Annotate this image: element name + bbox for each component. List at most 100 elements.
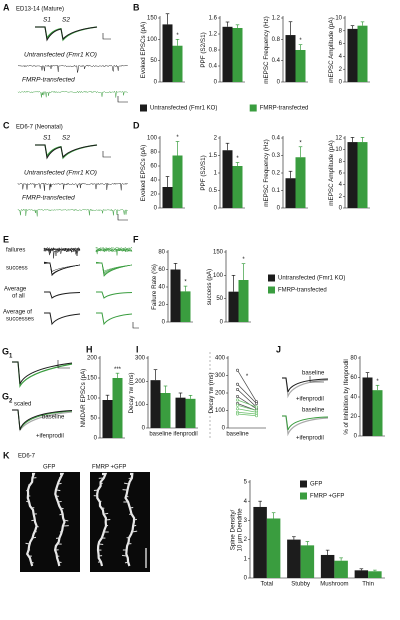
trace-label: FMRP-transfected: [22, 195, 75, 202]
y-axis-label: Decay τw (ms): [208, 373, 215, 414]
spine: [58, 482, 62, 485]
point: [236, 403, 240, 407]
trace-label: baseline: [42, 415, 65, 421]
y-tick-label: 10: [335, 147, 342, 153]
spine: [56, 489, 61, 492]
trace: [17, 64, 128, 73]
y-tick-label: 40: [158, 285, 165, 291]
panel-letter: C: [3, 120, 10, 130]
significance: *: [246, 374, 249, 380]
panel-letter-index: 1: [9, 354, 13, 360]
y-axis-label: Evoked EPSCs (pA): [140, 22, 147, 79]
bar: [368, 571, 382, 578]
y-tick-label: 0: [354, 434, 358, 440]
spine: [104, 512, 109, 515]
y-tick-label: 5: [244, 480, 248, 486]
spine: [31, 519, 36, 522]
y-axis-label: mEPSC Frequency (Hz): [263, 16, 270, 84]
y-tick-label: 0.4: [272, 58, 281, 64]
bar: [150, 380, 161, 428]
spine: [105, 518, 111, 521]
bar: [102, 400, 113, 438]
bar: [112, 378, 123, 438]
trace: [96, 291, 133, 299]
spine: [132, 530, 138, 533]
spine: [28, 483, 31, 486]
panel-letter-index: 2: [9, 399, 13, 405]
y-tick-label: 1.2: [272, 16, 281, 22]
bar: [172, 155, 183, 208]
spine: [124, 561, 129, 564]
legend-label: Untransfected (Fmr1 KO): [150, 106, 217, 112]
y-tick-label: 4: [339, 54, 343, 60]
y-tick-label: 8: [339, 159, 343, 165]
significance: *: [236, 156, 239, 162]
bar: [180, 291, 191, 322]
y-tick-label: 80: [350, 356, 357, 362]
y-tick-label: 6: [339, 41, 343, 47]
significance: *: [376, 379, 379, 385]
bar: [175, 397, 186, 428]
bar: [162, 24, 173, 82]
spine: [99, 500, 102, 503]
panel-letter: F: [133, 234, 139, 244]
y-tick-label: 1: [244, 556, 248, 562]
y-tick-label: 0: [244, 576, 248, 582]
y-axis-label: Evoked EPSCs (pA): [140, 145, 147, 202]
y-tick-label: 2: [339, 194, 343, 200]
trace: [43, 261, 81, 276]
series-line: [237, 413, 257, 417]
y-tick-label: 1: [214, 171, 218, 177]
panel-letter: H: [86, 344, 93, 354]
y-axis-label: mEPSC Amplitude (pA): [328, 17, 335, 82]
trace: [17, 208, 128, 217]
trace: [35, 26, 98, 42]
significance: *: [176, 135, 179, 141]
significance: *: [184, 280, 187, 286]
trace-label: Average of: [3, 310, 32, 316]
y-tick-label: 150: [87, 376, 98, 382]
y-tick-label: 0: [339, 80, 343, 86]
y-tick-label: 2: [339, 67, 343, 73]
trace-label: FMRP-transfected: [22, 77, 75, 84]
x-tick-label: ifenprodil: [173, 432, 197, 438]
panel-letter: E: [3, 234, 9, 244]
trace-label: of all: [12, 294, 25, 300]
y-axis-label: mEPSC Frequency (Hz): [263, 139, 270, 207]
x-tick-label: baseline: [149, 432, 172, 438]
y-axis-label: 10 µm Dendrite: [236, 508, 243, 552]
trace: [282, 415, 329, 437]
x-tick-label: baseline: [226, 432, 249, 438]
y-tick-label: 0: [162, 320, 166, 326]
panel-letter: G: [2, 391, 9, 401]
trace: [95, 246, 133, 250]
y-tick-label: 0: [214, 80, 218, 86]
y-tick-label: 400: [215, 356, 226, 362]
y-tick-label: 2: [214, 136, 218, 142]
scale-bar: [309, 376, 324, 383]
scale-bar: [117, 96, 128, 103]
bar: [162, 187, 173, 208]
panel-title: ED6-7 (Neonatal): [16, 125, 63, 131]
dendrite: [124, 472, 136, 567]
panel-letter: D: [133, 120, 140, 130]
y-tick-label: 0.3: [272, 153, 281, 159]
trace: [95, 248, 133, 252]
trace-label: +ifenprodil: [296, 397, 324, 403]
y-tick-label: 0.2: [272, 171, 281, 177]
legend-swatch: [268, 286, 275, 294]
y-tick-label: 200: [135, 379, 146, 385]
trace: [44, 291, 81, 299]
significance: *: [242, 257, 245, 263]
trace-label: baseline: [302, 408, 325, 414]
y-axis-label: % of Inhibition by Ifenprodil: [343, 359, 350, 435]
bar: [372, 390, 383, 436]
y-tick-label: 50: [216, 296, 223, 302]
image-label: FMRP +GFP: [92, 465, 126, 471]
y-tick-label: 60: [150, 164, 157, 170]
y-axis-label: mEPSC Amplitude (pA): [328, 140, 335, 205]
panel-letter: I: [136, 344, 139, 354]
trace: [282, 415, 329, 431]
bar: [160, 393, 171, 428]
spine: [25, 542, 30, 545]
